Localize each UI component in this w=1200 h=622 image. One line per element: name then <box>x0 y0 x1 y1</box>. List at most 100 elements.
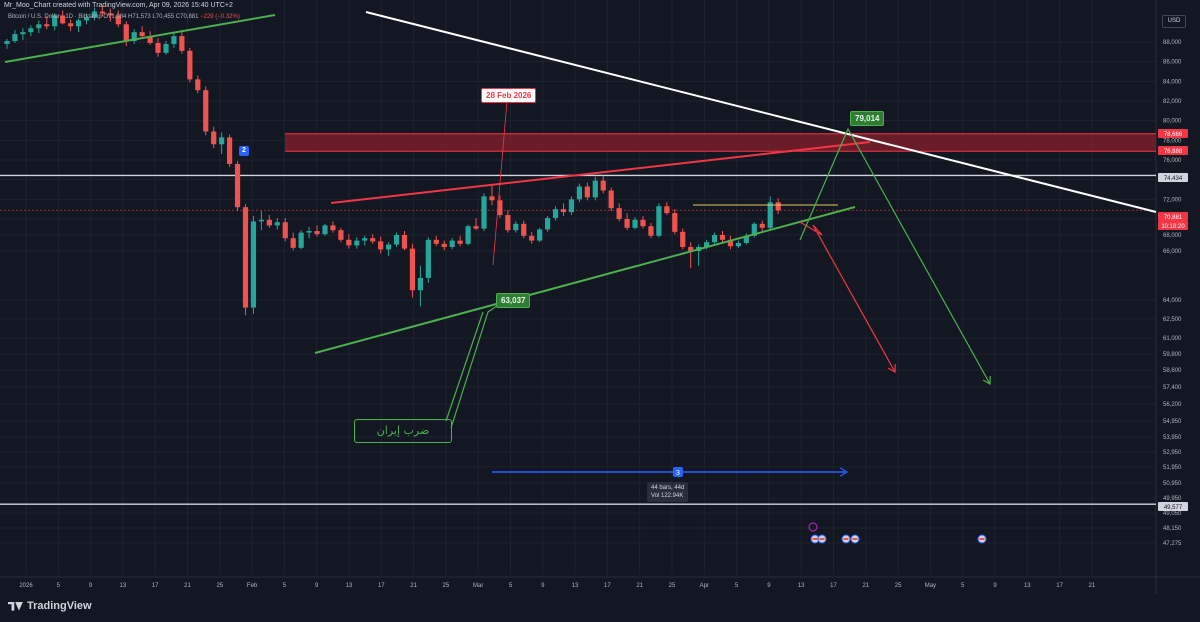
candle-body <box>28 28 34 33</box>
x-tick-label: 13 <box>1024 583 1031 589</box>
y-tick-label: 82,000 <box>1163 99 1182 105</box>
x-tick-label: 17 <box>378 583 385 589</box>
x-tick-label: 5 <box>57 583 61 589</box>
low-price-annotation[interactable]: 63,037 <box>496 293 531 308</box>
x-tick-label: 25 <box>216 583 223 589</box>
y-tick-label: 78,000 <box>1163 138 1182 144</box>
candle-body <box>545 218 551 230</box>
candle-body <box>306 231 312 233</box>
x-tick-label: 17 <box>152 583 159 589</box>
candle-body <box>20 32 26 35</box>
candle-body <box>107 13 113 16</box>
candle-body <box>147 36 153 43</box>
candle-body <box>600 180 606 191</box>
arabic-note-annotation[interactable]: ضرب إيران <box>354 419 452 443</box>
y-tick-label: 59,800 <box>1163 352 1182 358</box>
x-tick-label: 21 <box>636 583 643 589</box>
y-tick-label: 72,000 <box>1163 197 1182 203</box>
candle-body <box>473 226 479 229</box>
x-tick-label: Mar <box>473 583 483 589</box>
event-flag-stripe <box>979 538 985 540</box>
descending-white-trendline <box>365 11 1157 213</box>
ascending-support-line <box>314 206 856 354</box>
target-price-annotation[interactable]: 79,014 <box>850 111 885 126</box>
candle-body <box>513 223 519 231</box>
price-badge <box>1158 221 1188 230</box>
candle-body <box>227 137 233 164</box>
candle-body <box>664 206 670 214</box>
y-tick-label: 84,000 <box>1163 79 1182 85</box>
dividend-event-icon <box>808 522 818 532</box>
price-badge <box>1158 129 1188 138</box>
candle-body <box>552 209 559 219</box>
candle-body <box>258 219 264 222</box>
candle-body <box>298 232 304 248</box>
price-badge <box>1158 146 1188 155</box>
event-flag-stripe <box>852 538 858 540</box>
candle-body <box>91 11 98 18</box>
y-tick-label: 66,000 <box>1163 249 1182 255</box>
candle-body <box>767 202 773 228</box>
x-tick-label: Apr <box>700 583 709 589</box>
candle-body <box>370 238 376 242</box>
alternate-projection-path <box>799 127 991 385</box>
candle-body <box>648 226 654 236</box>
candle-body <box>250 221 257 308</box>
candle-body <box>759 223 765 228</box>
y-tick-label: 76,000 <box>1163 158 1182 164</box>
candle-body <box>568 199 575 213</box>
candle-body <box>354 240 360 246</box>
candle-body <box>457 240 463 244</box>
candle-body <box>521 223 527 236</box>
candle-body <box>537 229 543 241</box>
x-tick-label: 21 <box>184 583 191 589</box>
candle-body <box>75 20 82 27</box>
candle-body <box>632 219 638 228</box>
brand-name: TradingView <box>27 600 92 612</box>
price-chart[interactable]: 3 88,000 86,000 84,000 82,000 80,000 78,000 76,… <box>0 0 1200 594</box>
note-connector-2 <box>445 311 484 422</box>
date-callout-connector <box>492 100 508 266</box>
currency-button[interactable]: USD <box>1162 15 1186 28</box>
upper-green-trendline <box>4 14 276 63</box>
candle-body <box>719 235 726 240</box>
resistance-zone <box>285 133 1156 152</box>
candle-body <box>4 41 10 44</box>
ohlc-values: O71,084 H71,573 L70,455 C70,881 <box>103 14 199 20</box>
candle-body <box>83 17 90 21</box>
candle-body <box>266 219 272 226</box>
range-volume-text: Vol 122.94K <box>651 493 684 499</box>
candle-body <box>529 235 535 241</box>
candle-body <box>131 32 137 42</box>
y-tick-label: 56,200 <box>1163 402 1182 408</box>
x-tick-label: 17 <box>604 583 611 589</box>
price-badge-label: 10:18:20 <box>1161 224 1185 230</box>
marker-badge-3 <box>673 467 683 477</box>
candle-body <box>314 231 320 235</box>
candle-body <box>211 131 217 145</box>
x-tick-label: 9 <box>89 583 93 589</box>
y-tick-label: 80,000 <box>1163 119 1182 125</box>
y-tick-label: 50,950 <box>1163 481 1182 487</box>
tradingview-logo-triangle-icon <box>15 601 23 611</box>
x-tick-label: 25 <box>895 583 902 589</box>
candle-body <box>743 235 749 243</box>
x-tick-label: Feb <box>247 583 258 589</box>
x-tick-label: 13 <box>120 583 127 589</box>
candle-body <box>449 240 455 247</box>
x-tick-label: 25 <box>669 583 676 589</box>
x-tick-label: 21 <box>862 583 869 589</box>
date-annotation[interactable]: 28 Feb 2026 <box>481 88 537 103</box>
candle-body <box>155 42 161 53</box>
price-badge <box>1158 502 1188 511</box>
candle-body <box>465 226 471 244</box>
candle-body <box>362 238 368 241</box>
price-badge <box>1158 173 1188 182</box>
symbol-name[interactable]: Bitcoin / U.S. Dollar · 1D · Bitstamp <box>8 14 102 20</box>
x-tick-label: 25 <box>443 583 450 589</box>
marker-badge-2[interactable]: 2 <box>239 146 249 156</box>
candle-body <box>219 137 225 145</box>
candle-body <box>560 209 567 213</box>
candle-body <box>12 34 18 42</box>
price-badge-label: 78,666 <box>1164 132 1183 138</box>
